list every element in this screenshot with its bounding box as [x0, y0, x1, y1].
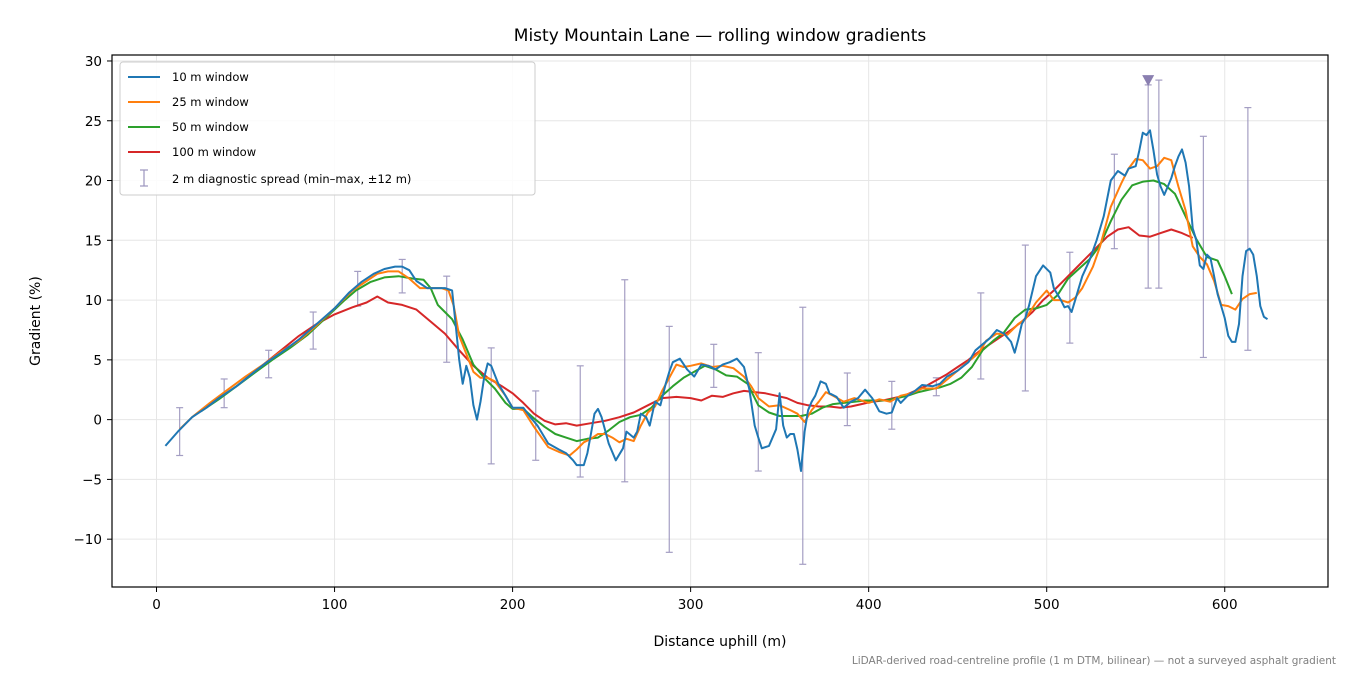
- legend-label-10m: 10 m window: [172, 70, 249, 84]
- errorbar: [754, 352, 762, 472]
- legend-label-50m: 50 m window: [172, 120, 249, 134]
- y-tick-label: 5: [93, 353, 102, 369]
- legend-label-errorbar: 2 m diagnostic spread (min–max, ±12 m): [172, 172, 411, 186]
- y-tick-label: 30: [85, 54, 102, 70]
- errorbar: [1199, 135, 1207, 359]
- errorbar: [532, 390, 540, 461]
- y-tick-label: −5: [82, 472, 102, 488]
- series-line-25m: [179, 156, 1257, 457]
- legend: 10 m window 25 m window 50 m window 100 …: [119, 61, 536, 196]
- y-tick-label: 25: [85, 114, 102, 130]
- errorbar: [1244, 107, 1252, 351]
- series-line-50m: [200, 179, 1233, 443]
- errorbar: [665, 325, 673, 553]
- errorbar: [977, 292, 985, 380]
- peak-marker: [1142, 75, 1155, 87]
- errorbar: [1066, 251, 1074, 344]
- errorbar: [576, 365, 584, 478]
- y-tick-label: 15: [85, 233, 102, 249]
- y-axis-label: Gradient (%): [28, 276, 44, 366]
- x-axis-label: Distance uphill (m): [654, 634, 787, 650]
- axis-ticks: 0 100 200 300 400 500 600 −10 −5 0 5 10 15 20 25 30: [74, 54, 1238, 613]
- errorbar: [621, 279, 629, 483]
- x-tick-label: 500: [1034, 597, 1060, 613]
- errorbar: [1144, 84, 1152, 289]
- legend-label-100m: 100 m window: [172, 145, 256, 159]
- errorbar: [888, 380, 896, 430]
- x-tick-label: 300: [678, 597, 704, 613]
- legend-label-25m: 25 m window: [172, 95, 249, 109]
- x-tick-label: 100: [322, 597, 348, 613]
- y-tick-label: −10: [74, 532, 103, 548]
- plot-frame: [111, 54, 1329, 588]
- series-layer: [164, 75, 1269, 565]
- series-line-10m: [164, 129, 1269, 472]
- x-tick-label: 0: [152, 597, 161, 613]
- y-tick-label: 10: [85, 293, 102, 309]
- y-tick-label: 20: [85, 174, 102, 190]
- errorbar: [265, 349, 273, 379]
- source-caption: LiDAR-derived road-centreline profile (1…: [852, 655, 1336, 667]
- x-tick-label: 400: [856, 597, 882, 613]
- errorbar: [176, 407, 184, 457]
- series-line-100m: [244, 226, 1194, 427]
- legend-swatch-errorbar: [140, 169, 148, 187]
- chart-title: Misty Mountain Lane — rolling window gra…: [514, 26, 927, 46]
- legend-box: [119, 61, 536, 196]
- errorbar: [799, 306, 807, 565]
- errorbar: [843, 372, 851, 427]
- x-tick-label: 200: [500, 597, 526, 613]
- y-tick-label: 0: [93, 413, 102, 429]
- x-tick-label: 600: [1212, 597, 1238, 613]
